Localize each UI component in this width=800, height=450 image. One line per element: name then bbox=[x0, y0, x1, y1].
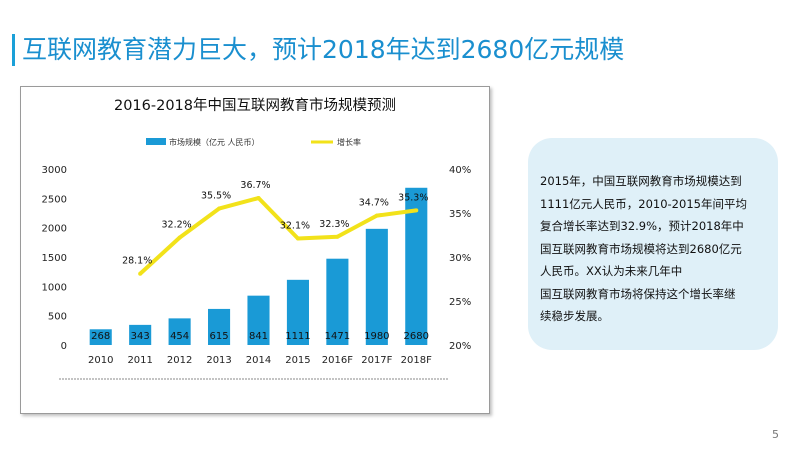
growth-rate-point bbox=[256, 196, 261, 201]
y-right-tick-label: 20% bbox=[449, 341, 471, 352]
x-tick-label: 2017F bbox=[361, 355, 392, 366]
bar-value-label: 454 bbox=[170, 331, 189, 342]
y-left-tick-label: 2000 bbox=[42, 224, 67, 235]
page-title: 互联网教育潜力巨大，预计2018年达到2680亿元规模 bbox=[22, 35, 625, 64]
legend-label-bar: 市场规模（亿元 人民币） bbox=[169, 137, 260, 147]
growth-rate-label: 34.7% bbox=[359, 198, 389, 209]
x-tick-label: 2014 bbox=[246, 355, 271, 366]
x-tick-label: 2015 bbox=[285, 355, 310, 366]
y-right-tick-label: 25% bbox=[449, 297, 471, 308]
note-line: 复合增长率达到32.9%，预计2018年中 bbox=[540, 219, 744, 233]
growth-rate-point bbox=[374, 213, 379, 218]
bar bbox=[208, 308, 231, 345]
bar bbox=[286, 279, 309, 345]
bar bbox=[405, 187, 428, 345]
bar-value-label: 1980 bbox=[364, 331, 389, 342]
bar-value-label: 343 bbox=[131, 331, 150, 342]
bar bbox=[247, 295, 270, 345]
x-tick-label: 2013 bbox=[206, 355, 231, 366]
growth-rate-line bbox=[138, 196, 417, 276]
growth-rate-label: 36.7% bbox=[240, 180, 270, 191]
bar-value-label: 268 bbox=[91, 331, 110, 342]
growth-rate-label: 28.1% bbox=[122, 256, 152, 267]
growth-rate-point bbox=[138, 271, 143, 276]
y-right-tick-label: 35% bbox=[449, 209, 471, 220]
note-line: 2015年，中国互联网教育市场规模达到 bbox=[540, 174, 742, 188]
y-left-tick-label: 2500 bbox=[42, 194, 67, 205]
y-axis-left: 0 500 1000 1500 2000 2500 3000 bbox=[42, 165, 67, 352]
y-left-tick-label: 3000 bbox=[42, 165, 67, 176]
bar bbox=[89, 329, 112, 345]
note-line: 人民币。XX认为未来几年中 bbox=[540, 264, 683, 278]
bar bbox=[326, 258, 349, 345]
y-left-tick-label: 1000 bbox=[42, 282, 67, 293]
line-series: 28.1% 32.2% 35.5% 36.7% 32.1% 32.3% 34.7% 35.3% bbox=[122, 180, 428, 276]
x-tick-label: 2010 bbox=[88, 355, 113, 366]
note-text: 2015年，中国互联网教育市场规模达到 1111亿元人民币，2010-2015年… bbox=[540, 170, 770, 328]
y-right-tick-label: 30% bbox=[449, 253, 471, 264]
y-left-tick-label: 500 bbox=[48, 312, 67, 323]
growth-rate-point bbox=[295, 236, 300, 241]
y-axis-right: 20% 25% 30% 35% 40% bbox=[449, 165, 471, 352]
x-tick-label: 2011 bbox=[127, 355, 152, 366]
page-number: 5 bbox=[772, 428, 779, 441]
market-size-chart: 2016-2018年中国互联网教育市场规模预测 市场规模（亿元 人民币） 增长率… bbox=[42, 97, 471, 380]
bar-series: 268 343 454 615 841 1111 1471 1980 2680 bbox=[89, 187, 429, 345]
note-line: 国互联网教育市场将保持这个增长率继 bbox=[540, 286, 736, 301]
growth-rate-label: 32.3% bbox=[319, 219, 349, 230]
bar-value-label: 615 bbox=[210, 331, 229, 342]
legend-swatch-bar bbox=[146, 138, 166, 145]
x-axis: 2010 2011 2012 2013 2014 2015 2016F 2017F 2018F bbox=[88, 355, 432, 366]
y-left-tick-label: 1500 bbox=[42, 253, 67, 264]
bar-value-label: 2680 bbox=[404, 331, 429, 342]
growth-rate-label: 35.3% bbox=[398, 192, 428, 203]
growth-rate-label: 32.2% bbox=[162, 220, 192, 231]
chart-frame: 2016-2018年中国互联网教育市场规模预测 市场规模（亿元 人民币） 增长率… bbox=[20, 86, 490, 414]
x-tick-label: 2012 bbox=[167, 355, 192, 366]
x-tick-label: 2018F bbox=[401, 355, 432, 366]
growth-rate-point bbox=[335, 234, 340, 239]
note-line: 1111亿元人民币，2010-2015年间平均 bbox=[540, 196, 747, 211]
legend-label-line: 增长率 bbox=[337, 137, 361, 147]
chart-legend: 市场规模（亿元 人民币） 增长率 bbox=[146, 137, 361, 147]
bar bbox=[365, 228, 388, 345]
bar bbox=[129, 324, 152, 345]
growth-rate-label: 35.5% bbox=[201, 191, 231, 202]
bar bbox=[168, 318, 191, 345]
y-left-tick-label: 0 bbox=[61, 341, 67, 352]
growth-rate-point bbox=[414, 208, 419, 213]
growth-rate-point bbox=[177, 235, 182, 240]
x-tick-label: 2016F bbox=[322, 355, 353, 366]
note-line: 国互联网教育市场规模将达到2680亿元 bbox=[540, 241, 742, 256]
bar-value-label: 1471 bbox=[325, 331, 350, 342]
note-line: 续稳步发展。 bbox=[540, 309, 609, 323]
title-accent-bar bbox=[12, 34, 15, 66]
note-box bbox=[528, 138, 778, 350]
chart-title: 2016-2018年中国互联网教育市场规模预测 bbox=[114, 97, 396, 114]
growth-rate-point bbox=[217, 206, 222, 211]
growth-rate-label: 32.1% bbox=[280, 221, 310, 232]
bar-value-label: 841 bbox=[249, 331, 268, 342]
bar-value-label: 1111 bbox=[285, 331, 310, 342]
y-right-tick-label: 40% bbox=[449, 165, 471, 176]
